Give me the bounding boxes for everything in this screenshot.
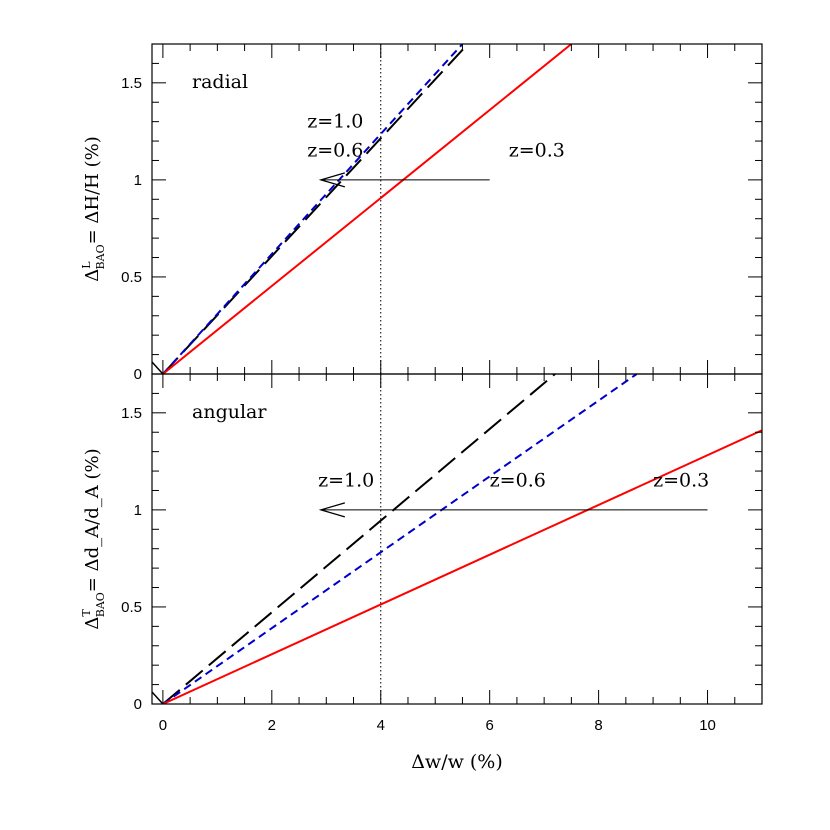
- arrow-head: [318, 172, 346, 188]
- series-label: z=0.6: [490, 470, 546, 492]
- series-line-z-1.0: [162, 374, 556, 704]
- y-tick-label: 0.5: [121, 599, 142, 616]
- x-tick-label: 4: [377, 717, 385, 734]
- y-tick-label: 1: [134, 502, 142, 519]
- y-axis-label-text: ΔLBAO= ΔH/H (%): [80, 136, 107, 282]
- series-label: z=0.6: [307, 140, 363, 162]
- series-line-z-0.3: [162, 429, 762, 704]
- series-label: z=0.3: [509, 140, 565, 162]
- y-tick-label: 0.5: [121, 269, 142, 286]
- x-tick-label: 6: [486, 717, 494, 734]
- series-line-z-1.0: [162, 44, 469, 374]
- series-line-z-0.6: [162, 374, 638, 704]
- panel-label: angular: [192, 401, 267, 423]
- y-tick-label: 0: [134, 696, 142, 713]
- series-label: z=1.0: [307, 110, 363, 132]
- x-tick-label: 10: [699, 717, 716, 734]
- y-tick-label: 1.5: [121, 75, 142, 92]
- x-axis-label: Δw/w (%): [411, 751, 503, 773]
- y-tick-label: 0: [134, 366, 142, 383]
- x-tick-label: 0: [159, 717, 167, 734]
- series-label: z=1.0: [318, 470, 374, 492]
- panel-frame: [151, 373, 763, 705]
- y-axis-label-text: ΔTBAO= Δd_A/d_A (%): [80, 448, 107, 629]
- x-tick-label: 8: [594, 717, 602, 734]
- series-line-z-0.6: [162, 44, 464, 374]
- series-label: z=0.3: [653, 470, 709, 492]
- origin-mark: [151, 361, 164, 375]
- panel-frame: [151, 43, 763, 375]
- y-tick-label: 1.5: [121, 405, 142, 422]
- origin-mark: [151, 691, 164, 705]
- y-axis-label: ΔLBAO= ΔH/H (%): [80, 136, 107, 282]
- panel-label: radial: [192, 71, 248, 93]
- y-tick-label: 1: [134, 172, 142, 189]
- x-tick-label: 2: [268, 717, 276, 734]
- series-line-z-0.3: [162, 44, 573, 374]
- y-axis-label: ΔTBAO= Δd_A/d_A (%): [80, 448, 107, 629]
- arrow-head: [318, 502, 346, 518]
